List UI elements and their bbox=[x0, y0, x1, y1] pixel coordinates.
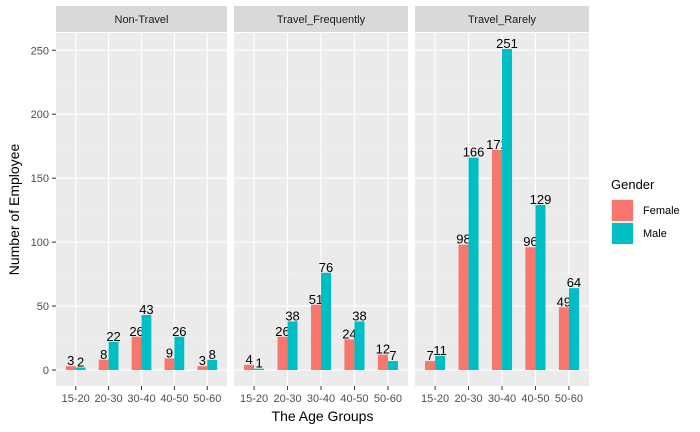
facet-strip-label: Non-Travel bbox=[115, 14, 169, 26]
bar-travel-rarely-female-30-40 bbox=[491, 150, 502, 371]
bar-label-travel-frequently-male-40-50: 38 bbox=[352, 308, 366, 323]
y-tick-label: 50 bbox=[37, 301, 49, 313]
x-tick-label: 40-50 bbox=[160, 393, 188, 405]
legend-label-female: Female bbox=[643, 205, 680, 217]
x-tick-label: 15-20 bbox=[421, 393, 449, 405]
bar-non-travel-male-40-50 bbox=[174, 336, 185, 371]
y-tick-label: 100 bbox=[31, 237, 49, 249]
bar-non-travel-female-15-20 bbox=[65, 366, 76, 371]
bar-travel-rarely-male-50-60 bbox=[568, 288, 579, 371]
bar-travel-frequently-male-40-50 bbox=[354, 321, 365, 371]
bar-label-non-travel-female-50-60: 3 bbox=[199, 353, 206, 368]
bar-non-travel-male-50-60 bbox=[207, 359, 218, 371]
bar-label-non-travel-female-15-20: 3 bbox=[67, 353, 74, 368]
x-tick-label: 30-40 bbox=[307, 393, 335, 405]
bar-travel-frequently-female-30-40 bbox=[310, 304, 321, 371]
bar-travel-rarely-female-50-60 bbox=[558, 307, 569, 371]
bar-travel-rarely-female-40-50 bbox=[525, 247, 536, 371]
bar-non-travel-male-20-30 bbox=[108, 341, 119, 371]
bar-label-travel-frequently-male-30-40: 76 bbox=[319, 260, 333, 275]
bar-label-travel-rarely-male-40-50: 129 bbox=[530, 192, 552, 207]
facet-strip bbox=[234, 6, 408, 32]
x-tick-label: 50-60 bbox=[374, 393, 402, 405]
bar-label-non-travel-female-30-40: 26 bbox=[129, 324, 143, 339]
bar-travel-frequently-male-20-30 bbox=[287, 321, 298, 371]
bar-travel-rarely-male-15-20 bbox=[435, 355, 446, 371]
bar-travel-frequently-female-50-60 bbox=[377, 354, 388, 371]
legend-key-female bbox=[612, 200, 633, 221]
bar-label-non-travel-male-15-20: 2 bbox=[77, 354, 84, 369]
bar-label-travel-rarely-female-50-60: 49 bbox=[557, 294, 571, 309]
x-tick-label: 40-50 bbox=[521, 393, 549, 405]
bar-label-travel-rarely-female-40-50: 96 bbox=[523, 234, 537, 249]
y-tick-label: 150 bbox=[31, 173, 49, 185]
bar-label-travel-rarely-male-50-60: 64 bbox=[567, 275, 581, 290]
legend-label-male: Male bbox=[643, 228, 667, 240]
y-axis-title: Number of Employee bbox=[6, 144, 22, 276]
bar-non-travel-female-40-50 bbox=[164, 358, 175, 371]
x-tick-label: 15-20 bbox=[62, 393, 90, 405]
bar-label-travel-frequently-female-40-50: 24 bbox=[342, 326, 356, 341]
facet-strip bbox=[415, 6, 589, 32]
bar-non-travel-female-50-60 bbox=[197, 366, 208, 371]
bar-label-non-travel-male-30-40: 43 bbox=[139, 302, 153, 317]
bar-travel-frequently-male-50-60 bbox=[387, 361, 398, 371]
bar-label-travel-rarely-female-20-30: 98 bbox=[456, 232, 470, 247]
bar-travel-frequently-female-20-30 bbox=[277, 336, 288, 371]
bar-label-travel-frequently-male-50-60: 7 bbox=[389, 348, 396, 363]
bar-label-travel-frequently-male-15-20: 1 bbox=[255, 356, 262, 371]
facet-strip bbox=[56, 6, 227, 32]
bar-label-travel-rarely-female-15-20: 7 bbox=[426, 348, 433, 363]
y-tick-label: 250 bbox=[31, 45, 49, 57]
bar-label-travel-frequently-female-30-40: 51 bbox=[309, 292, 323, 307]
bar-label-non-travel-female-40-50: 9 bbox=[166, 346, 173, 361]
bar-travel-frequently-male-15-20 bbox=[254, 368, 265, 371]
y-tick-label: 200 bbox=[31, 109, 49, 121]
x-tick-label: 30-40 bbox=[488, 393, 516, 405]
x-tick-label: 50-60 bbox=[555, 393, 583, 405]
bar-non-travel-male-30-40 bbox=[141, 315, 152, 371]
bar-label-travel-rarely-male-20-30: 166 bbox=[463, 145, 485, 160]
y-tick-label: 0 bbox=[43, 365, 49, 377]
bar-label-travel-frequently-female-15-20: 4 bbox=[245, 352, 252, 367]
bar-travel-rarely-female-15-20 bbox=[425, 361, 436, 371]
bar-travel-rarely-female-20-30 bbox=[458, 244, 469, 371]
bar-non-travel-male-15-20 bbox=[75, 367, 86, 371]
bar-label-travel-frequently-female-20-30: 26 bbox=[275, 324, 289, 339]
facet-strip-label: Travel_Frequently bbox=[277, 14, 366, 26]
bar-non-travel-female-30-40 bbox=[131, 336, 142, 371]
bar-label-non-travel-female-20-30: 8 bbox=[100, 347, 107, 362]
bar-label-non-travel-male-50-60: 8 bbox=[209, 347, 216, 362]
bar-travel-rarely-male-20-30 bbox=[468, 157, 479, 371]
facet-strip-label: Travel_Rarely bbox=[468, 14, 537, 26]
bar-label-non-travel-male-40-50: 26 bbox=[172, 324, 186, 339]
bar-label-travel-rarely-male-30-40: 251 bbox=[496, 36, 518, 51]
bar-travel-frequently-female-15-20 bbox=[244, 364, 255, 371]
x-tick-label: 30-40 bbox=[127, 393, 155, 405]
x-axis-title: The Age Groups bbox=[272, 408, 374, 424]
bar-travel-rarely-male-40-50 bbox=[535, 205, 546, 371]
legend-title: Gender bbox=[611, 177, 655, 192]
bar-travel-rarely-male-30-40 bbox=[502, 48, 513, 371]
x-tick-label: 20-30 bbox=[454, 393, 482, 405]
bar-label-non-travel-male-20-30: 22 bbox=[106, 329, 120, 344]
bar-non-travel-female-20-30 bbox=[98, 359, 109, 371]
bar-travel-frequently-male-30-40 bbox=[321, 272, 332, 371]
x-tick-label: 50-60 bbox=[193, 393, 221, 405]
legend-key-male bbox=[612, 223, 633, 244]
x-tick-label: 20-30 bbox=[273, 393, 301, 405]
bar-travel-frequently-female-40-50 bbox=[344, 339, 355, 371]
bar-label-travel-frequently-female-50-60: 12 bbox=[376, 342, 390, 357]
bar-label-travel-rarely-male-15-20: 11 bbox=[433, 343, 447, 358]
x-tick-label: 40-50 bbox=[340, 393, 368, 405]
bar-label-travel-frequently-male-20-30: 38 bbox=[285, 308, 299, 323]
x-tick-label: 20-30 bbox=[95, 393, 123, 405]
x-tick-label: 15-20 bbox=[240, 393, 268, 405]
